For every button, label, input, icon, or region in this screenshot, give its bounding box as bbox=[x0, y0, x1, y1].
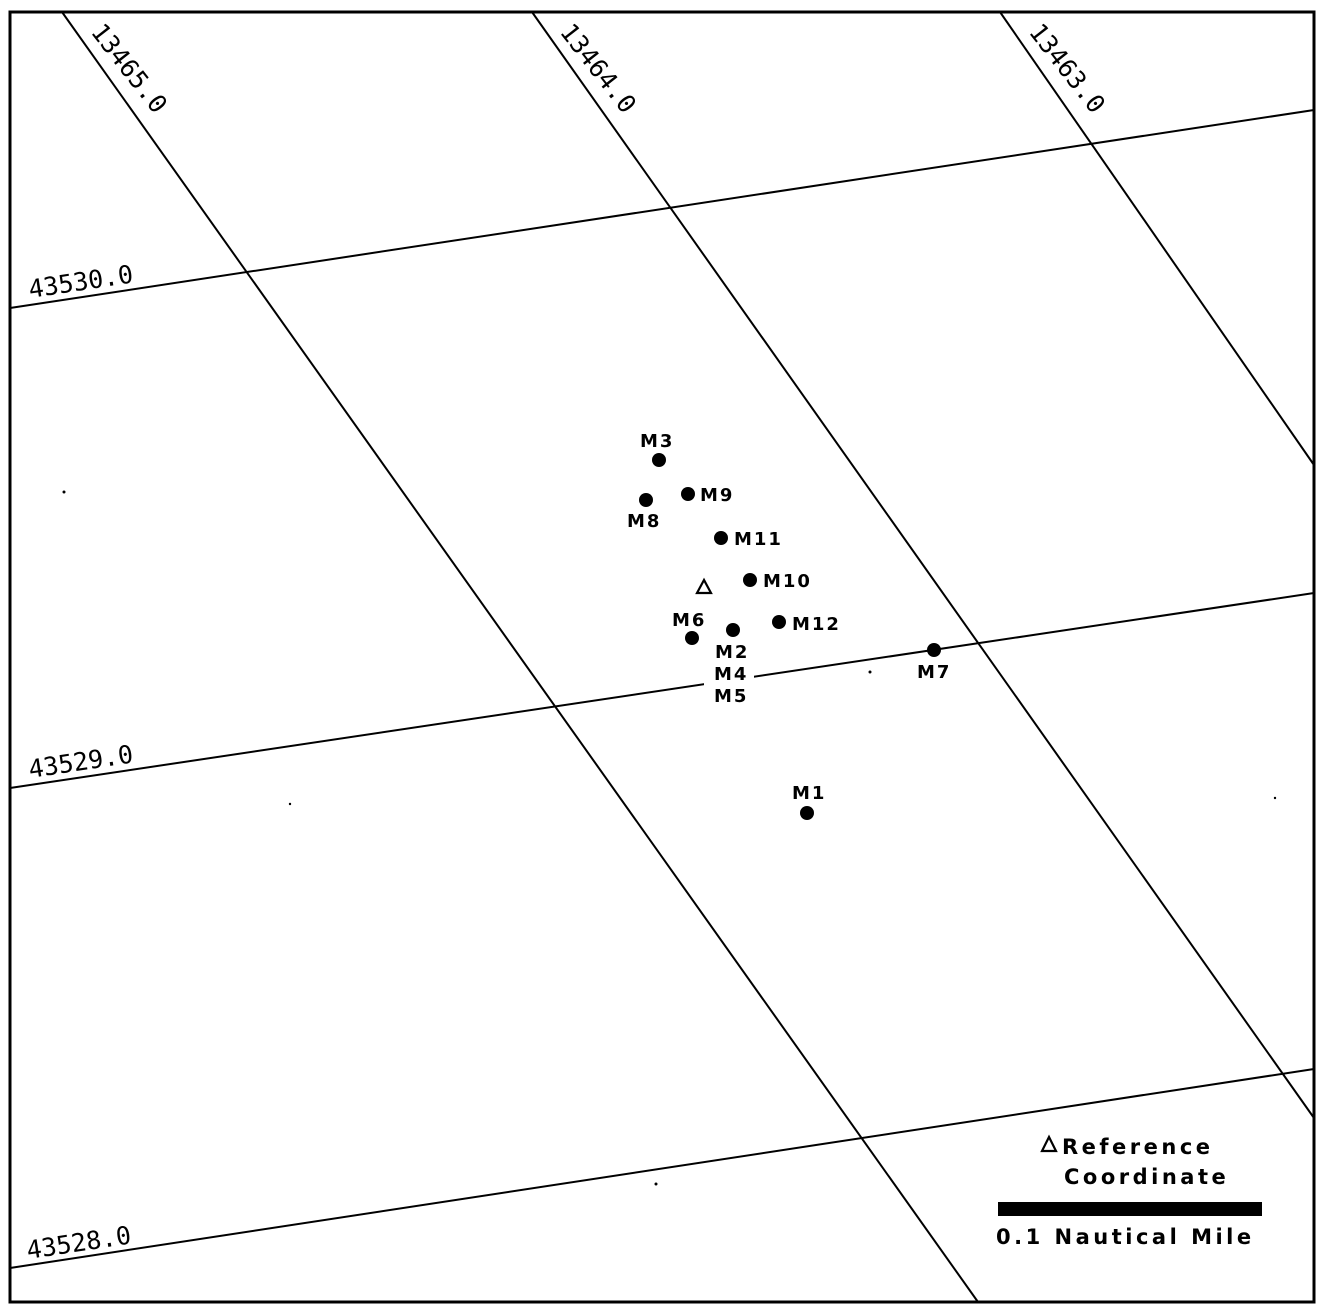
marker-m12-dot bbox=[772, 615, 786, 629]
marker-m1-dot bbox=[800, 806, 814, 820]
marker-m9-label: M9 bbox=[700, 485, 734, 506]
marker-m8-dot bbox=[639, 493, 653, 507]
marker-m6-label: M6 bbox=[672, 610, 706, 631]
td-label-13465: 13465.0 bbox=[85, 18, 173, 119]
loran-line-td-43528 bbox=[9, 1068, 1315, 1269]
speck bbox=[62, 490, 66, 494]
marker-m2-label: M2 bbox=[715, 642, 749, 663]
reference-coordinate-triangle bbox=[695, 577, 713, 595]
marker-m6-dot bbox=[685, 631, 699, 645]
td-label-13463: 13463.0 bbox=[1023, 18, 1111, 119]
marker-m11-label: M11 bbox=[734, 529, 783, 550]
marker-m10-label: M10 bbox=[763, 571, 812, 592]
marker-m12-label: M12 bbox=[792, 614, 841, 635]
marker-m3-label: M3 bbox=[640, 431, 674, 452]
marker-m11-dot bbox=[714, 531, 728, 545]
speck bbox=[654, 1182, 658, 1186]
legend: Reference Coordinate 0.1 Nautical Mile bbox=[996, 1134, 1262, 1249]
loran-line-td-13463 bbox=[999, 11, 1315, 466]
marker-m7-label: M7 bbox=[917, 662, 951, 683]
legend-coordinate-label: Coordinate bbox=[1064, 1165, 1229, 1189]
marker-m10-dot bbox=[743, 573, 757, 587]
marker-m4-label: M4 bbox=[714, 664, 748, 685]
loran-line-td-13464 bbox=[531, 11, 1315, 1119]
scale-bar bbox=[998, 1202, 1262, 1216]
marker-m5-label: M5 bbox=[714, 686, 748, 707]
loran-line-td-43529 bbox=[9, 592, 1315, 789]
marker-m9-dot bbox=[681, 487, 695, 501]
loran-line-td-43530 bbox=[9, 109, 1315, 309]
marker-m3-dot bbox=[652, 453, 666, 467]
marker-m2-dot bbox=[726, 623, 740, 637]
scale-bar-label: 0.1 Nautical Mile bbox=[996, 1225, 1255, 1249]
marker-m7-dot bbox=[927, 643, 941, 657]
label-mask bbox=[704, 662, 754, 706]
loran-line-td-13465 bbox=[61, 11, 979, 1303]
td-label-13464: 13464.0 bbox=[554, 18, 642, 119]
marker-m8-label: M8 bbox=[627, 511, 661, 532]
legend-triangle-icon bbox=[1040, 1134, 1058, 1153]
map-frame bbox=[8, 10, 1316, 1304]
legend-reference-label: Reference bbox=[1062, 1135, 1214, 1159]
speck bbox=[868, 670, 872, 674]
marker-m1-label: M1 bbox=[792, 783, 826, 804]
speck bbox=[1273, 796, 1277, 800]
speck bbox=[288, 802, 292, 806]
